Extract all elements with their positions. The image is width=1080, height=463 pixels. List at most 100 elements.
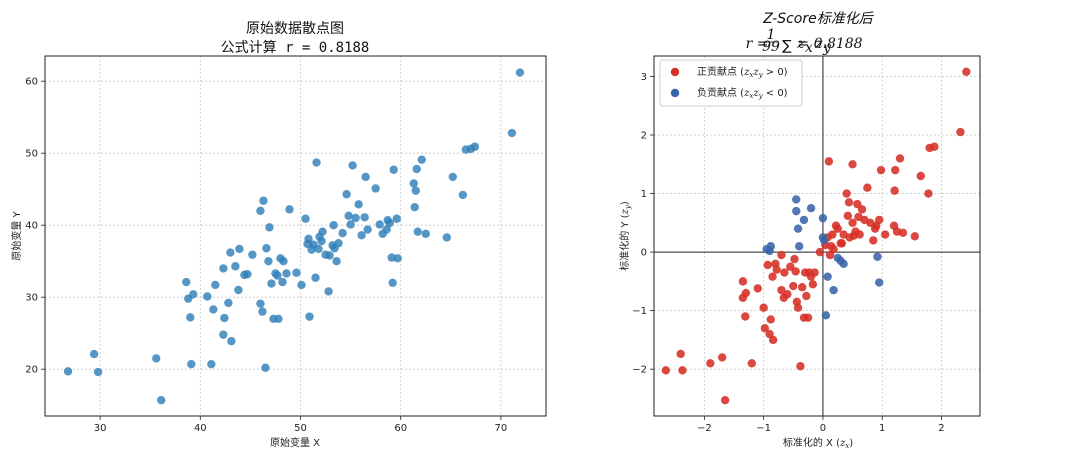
y-tick-label: −1: [632, 306, 647, 317]
data-point: [448, 172, 458, 182]
positive-contribution-point: [789, 281, 798, 291]
data-point: [325, 251, 334, 260]
data-point: [363, 225, 372, 234]
positive-contribution-point: [768, 335, 778, 345]
data-point: [357, 231, 366, 240]
legend-var: z: [743, 88, 750, 99]
positive-contribution-point: [808, 280, 818, 289]
negative-contribution-point: [873, 252, 882, 261]
data-point: [329, 221, 338, 230]
legend-box: [659, 59, 803, 107]
positive-contribution-point: [720, 395, 730, 405]
data-point: [338, 228, 347, 238]
positive-contribution-point: [828, 230, 837, 239]
positive-contribution-point: [763, 260, 773, 270]
formula-frac-den: 99: [762, 39, 780, 55]
x-axis-label-text: 标准化的 X (: [783, 436, 840, 449]
positive-contribution-point: [875, 215, 884, 225]
y-tick-label: 50: [25, 149, 38, 160]
data-points: [63, 68, 525, 405]
legend-marker-negative: [670, 88, 680, 98]
legend: 正贡献点 (zxzy > 0) 负贡献点 (zxzy < 0): [659, 59, 803, 107]
data-point: [282, 269, 291, 278]
data-point: [279, 257, 288, 266]
raw-data-scatter-chart: 原始数据散点图 公式计算 r = 0.8188 30 40 50 60 70 20 30 40…: [10, 21, 547, 449]
data-point: [292, 268, 301, 277]
positive-contribution-point: [930, 142, 939, 151]
data-point: [470, 142, 480, 151]
data-point: [389, 165, 398, 174]
positive-contribution-point: [848, 160, 857, 169]
positive-contribution-point: [803, 313, 813, 322]
positive-contribution-point: [741, 288, 751, 298]
data-point: [265, 223, 274, 232]
negative-contribution-point: [821, 311, 831, 320]
positive-contribution-point: [738, 277, 748, 286]
x-axis-label-var: z: [839, 438, 846, 449]
positive-contribution-point: [661, 366, 671, 375]
data-point: [393, 254, 402, 263]
y-tick-label: 30: [25, 293, 38, 304]
data-point: [243, 269, 252, 279]
data-point: [203, 292, 212, 301]
positive-contribution-point: [843, 211, 853, 221]
data-point: [248, 250, 257, 259]
positive-contribution-point: [848, 218, 857, 228]
formula-lhs: r =: [746, 36, 769, 52]
positive-contribution-point: [741, 312, 750, 321]
data-point: [189, 290, 198, 299]
y-axis-label-text: 标准化的 Y (: [618, 214, 631, 270]
data-point: [348, 161, 357, 170]
data-point: [458, 190, 468, 200]
data-point: [207, 359, 216, 369]
axis-ticks: 30 40 50 60 70 20 30 40 50 60: [25, 77, 507, 434]
data-point: [375, 220, 384, 229]
positive-contribution-point: [796, 362, 805, 371]
data-point: [411, 186, 420, 195]
legend-label-positive-text: 正贡献点 (: [697, 65, 744, 78]
positive-contribution-point: [760, 323, 770, 333]
y-axis-label-var: z: [620, 208, 631, 215]
formula-rhs: = 0.8188: [797, 36, 862, 52]
x-tick-label: 60: [394, 423, 407, 434]
positive-contribution-point: [880, 230, 890, 239]
positive-contribution-point: [845, 233, 854, 242]
data-point: [346, 220, 355, 229]
y-tick-label: 0: [641, 248, 647, 259]
zscore-scatter-chart: Z-Score标准化后 r = 1 99 ∑ z x z y = 0.8188 …: [618, 11, 981, 450]
negative-contribution-point: [766, 242, 775, 251]
chart-title: Z-Score标准化后: [762, 11, 874, 27]
data-point: [354, 200, 363, 209]
data-point: [412, 164, 421, 174]
data-point: [297, 280, 306, 290]
positive-contribution-point: [833, 224, 842, 233]
positive-contribution-point: [797, 283, 807, 292]
data-point: [93, 367, 103, 377]
x-tick-label: 40: [194, 423, 207, 434]
data-point: [224, 298, 233, 308]
x-axis-label: 原始变量 X: [270, 436, 320, 449]
positive-contribution-point: [791, 267, 800, 276]
positive-contribution-point: [678, 366, 687, 375]
positive-contribution-point: [898, 228, 908, 237]
positive-contribution-point: [857, 205, 867, 214]
legend-var: z: [743, 67, 750, 78]
data-point: [152, 354, 161, 363]
positive-contribution-point: [706, 359, 715, 368]
positive-contribution-point: [876, 165, 886, 175]
data-point: [332, 257, 341, 266]
data-point: [211, 280, 220, 290]
chart-formula-subtitle: r = 1 99 ∑ z x z y = 0.8188: [746, 27, 863, 56]
positive-contribution-point: [717, 353, 727, 362]
positive-contribution-point: [924, 189, 933, 198]
positive-contribution-point: [891, 165, 900, 175]
data-point: [304, 234, 313, 244]
x-axis-label-close: ): [849, 438, 853, 449]
positive-contribution-point: [842, 189, 851, 198]
data-point: [312, 158, 321, 167]
axes-frame: [44, 55, 547, 417]
chart-subtitle: 公式计算 r = 0.8188: [221, 40, 370, 56]
data-point: [361, 172, 370, 182]
data-point: [186, 313, 195, 322]
data-point: [209, 305, 218, 314]
